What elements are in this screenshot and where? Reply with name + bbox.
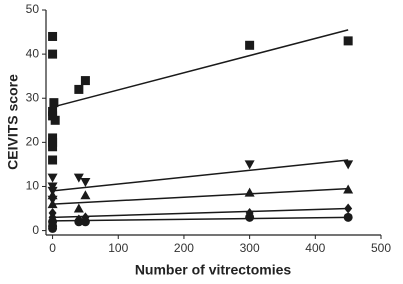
trend-line	[52, 159, 349, 192]
marker-square	[48, 155, 58, 165]
x-axis-label: Number of vitrectomies	[135, 262, 292, 278]
marker-triangle-up	[47, 190, 58, 200]
trend-line	[52, 207, 349, 219]
marker-square	[49, 98, 59, 108]
marker-triangle-down	[343, 160, 354, 170]
marker-circle	[245, 212, 255, 222]
marker-square	[74, 84, 84, 94]
y-tick-label: 0	[32, 223, 39, 237]
marker-triangle-down	[80, 178, 91, 188]
x-tick-label: 0	[49, 241, 56, 255]
y-tick-label: 50	[26, 2, 40, 16]
marker-circle	[80, 217, 90, 227]
trend-line	[52, 187, 349, 205]
marker-square	[343, 36, 353, 46]
marker-triangle-down	[244, 160, 255, 170]
marker-circle	[343, 212, 353, 222]
trend-line	[52, 29, 349, 108]
y-tick-label: 40	[26, 46, 40, 60]
marker-circle	[48, 223, 58, 233]
marker-triangle-up	[73, 203, 84, 213]
marker-triangle-up	[244, 187, 255, 197]
y-tick-label: 10	[26, 179, 40, 193]
trend-line	[52, 216, 349, 222]
marker-triangle-up	[343, 184, 354, 194]
y-axis-label: CEIVITS score	[5, 74, 21, 170]
x-tick-label: 300	[240, 241, 260, 255]
marker-square	[245, 40, 255, 50]
marker-square	[50, 115, 60, 125]
marker-square	[80, 76, 90, 86]
marker-triangle-down	[47, 173, 58, 183]
marker-triangle-up	[80, 190, 91, 200]
x-tick-label: 400	[305, 241, 325, 255]
y-tick-label: 30	[26, 90, 40, 104]
marker-square	[48, 142, 58, 152]
marker-triangle-down	[73, 173, 84, 183]
marker-diamond	[344, 203, 353, 214]
x-tick-label: 500	[371, 241, 391, 255]
marker-square	[48, 49, 58, 59]
x-tick-label: 100	[108, 241, 128, 255]
marker-square	[48, 31, 58, 41]
marker-circle	[74, 217, 84, 227]
y-tick-label: 20	[26, 135, 40, 149]
marker-triangle-up	[47, 199, 58, 209]
x-tick-label: 200	[174, 241, 194, 255]
